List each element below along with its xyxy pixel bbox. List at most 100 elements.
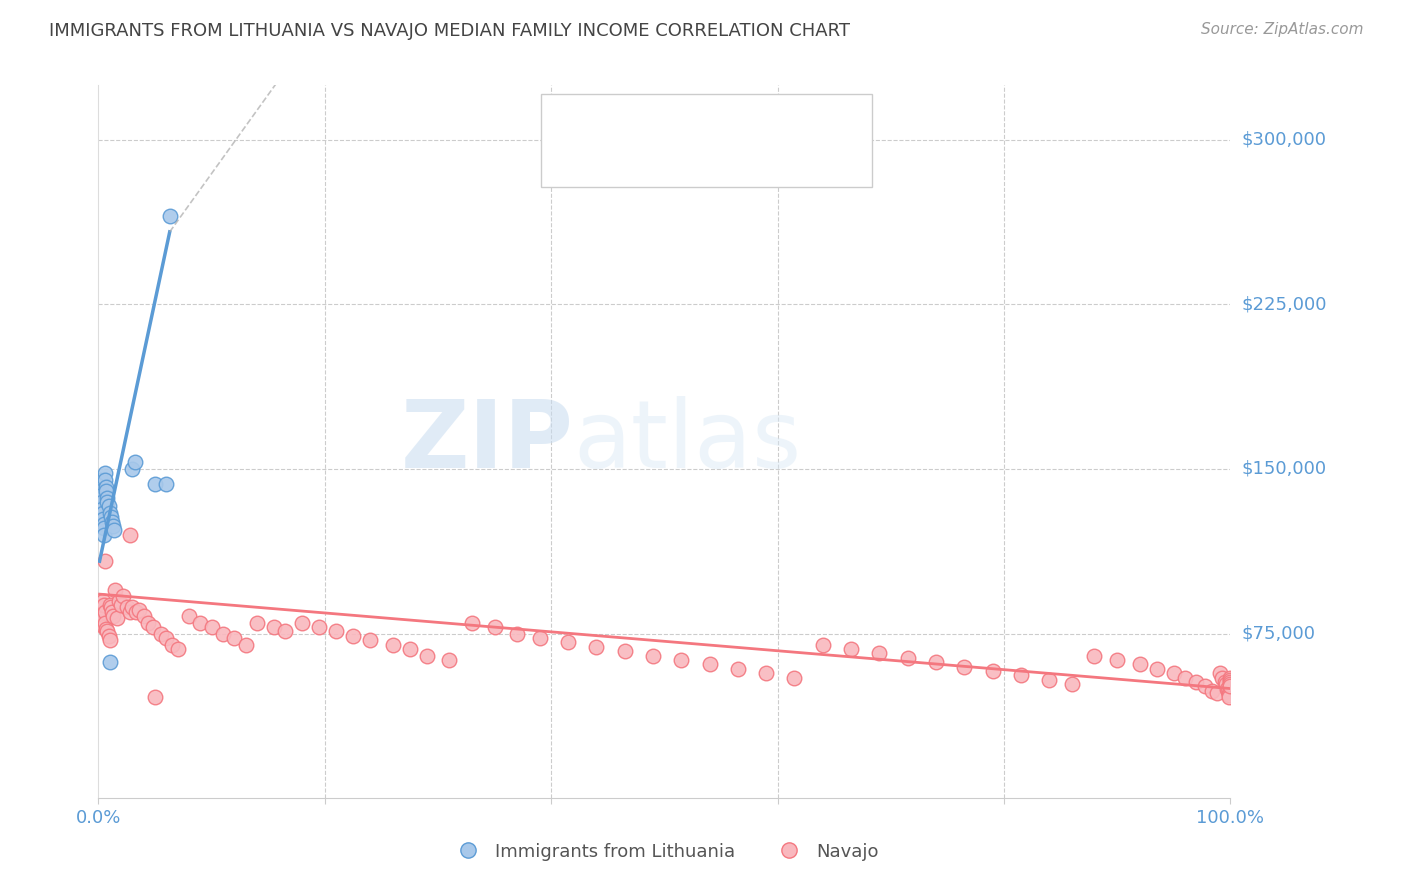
Point: [783, 671, 806, 685]
Point: [90, 483, 112, 498]
Point: [90, 605, 112, 619]
Point: [727, 662, 749, 676]
Text: atlas: atlas: [574, 395, 801, 488]
Point: [529, 631, 551, 645]
Point: [308, 620, 330, 634]
Point: [120, 605, 142, 619]
Text: ZIP: ZIP: [401, 395, 574, 488]
Point: [224, 631, 246, 645]
Point: [1194, 679, 1216, 693]
Point: [110, 598, 132, 612]
Point: [699, 657, 721, 672]
Point: [94, 615, 117, 630]
Legend: Immigrants from Lithuania, Navajo: Immigrants from Lithuania, Navajo: [443, 836, 886, 868]
Point: [1219, 677, 1241, 691]
Point: [953, 659, 976, 673]
Point: [91, 512, 114, 526]
Point: [96, 483, 118, 498]
Point: [160, 638, 183, 652]
Point: [90, 615, 112, 630]
Point: [121, 600, 143, 615]
Point: [1129, 657, 1152, 672]
Point: [1216, 683, 1239, 698]
Text: R =   0.680   N =  29: R = 0.680 N = 29: [598, 110, 801, 128]
Point: [671, 653, 693, 667]
Point: [149, 626, 172, 640]
Point: [94, 605, 117, 619]
Point: [177, 609, 200, 624]
Point: [105, 611, 128, 625]
Point: [439, 653, 461, 667]
Point: [93, 516, 115, 531]
Point: [89, 510, 111, 524]
Point: [96, 495, 118, 509]
Point: [155, 477, 177, 491]
Point: [97, 629, 120, 643]
Point: [107, 593, 129, 607]
Point: [1174, 671, 1197, 685]
Point: [90, 501, 112, 516]
Point: [235, 638, 257, 652]
Point: [1218, 690, 1240, 705]
Point: [1163, 666, 1185, 681]
Point: [246, 615, 269, 630]
Point: [159, 210, 181, 224]
Point: [90, 488, 112, 502]
Point: [1216, 681, 1239, 696]
Point: [461, 615, 484, 630]
Text: $150,000: $150,000: [1241, 460, 1326, 478]
Point: [136, 615, 159, 630]
Point: [112, 590, 135, 604]
Point: [166, 642, 188, 657]
Point: [641, 648, 664, 663]
Point: [1038, 673, 1060, 687]
Point: [415, 648, 437, 663]
Point: [398, 642, 420, 657]
Point: [98, 506, 121, 520]
Point: [342, 629, 364, 643]
Point: [101, 515, 124, 529]
Point: [484, 620, 506, 634]
Point: [897, 650, 920, 665]
Point: [143, 690, 166, 705]
Point: [100, 600, 122, 615]
Point: [93, 598, 115, 612]
Point: [1213, 675, 1236, 690]
Point: [98, 655, 121, 669]
Point: [90, 495, 112, 509]
Point: [325, 624, 347, 639]
Point: [201, 620, 224, 634]
Point: [93, 620, 115, 634]
Point: [755, 666, 778, 681]
Point: [291, 615, 314, 630]
Point: [1060, 677, 1083, 691]
Point: [557, 635, 579, 649]
Point: [91, 593, 114, 607]
Point: [91, 506, 114, 520]
Point: [128, 602, 150, 616]
Point: [91, 611, 114, 625]
Point: [94, 467, 117, 481]
Point: [1209, 666, 1232, 681]
Point: [1218, 688, 1240, 702]
Point: [212, 626, 235, 640]
Point: [94, 554, 117, 568]
Point: [96, 622, 118, 636]
Point: [121, 462, 143, 476]
Point: [97, 500, 120, 514]
Point: [811, 638, 834, 652]
Point: [1218, 686, 1240, 700]
Point: [101, 519, 124, 533]
Point: [101, 609, 124, 624]
Point: [274, 624, 297, 639]
Point: [839, 642, 862, 657]
Point: [100, 510, 122, 524]
Text: Source: ZipAtlas.com: Source: ZipAtlas.com: [1201, 22, 1364, 37]
Point: [981, 664, 1004, 678]
Text: R = -0.620   N = 104: R = -0.620 N = 104: [598, 150, 801, 168]
Point: [90, 506, 112, 520]
Point: [96, 624, 118, 639]
Point: [613, 644, 636, 658]
Point: [1219, 673, 1241, 687]
Point: [868, 647, 890, 661]
